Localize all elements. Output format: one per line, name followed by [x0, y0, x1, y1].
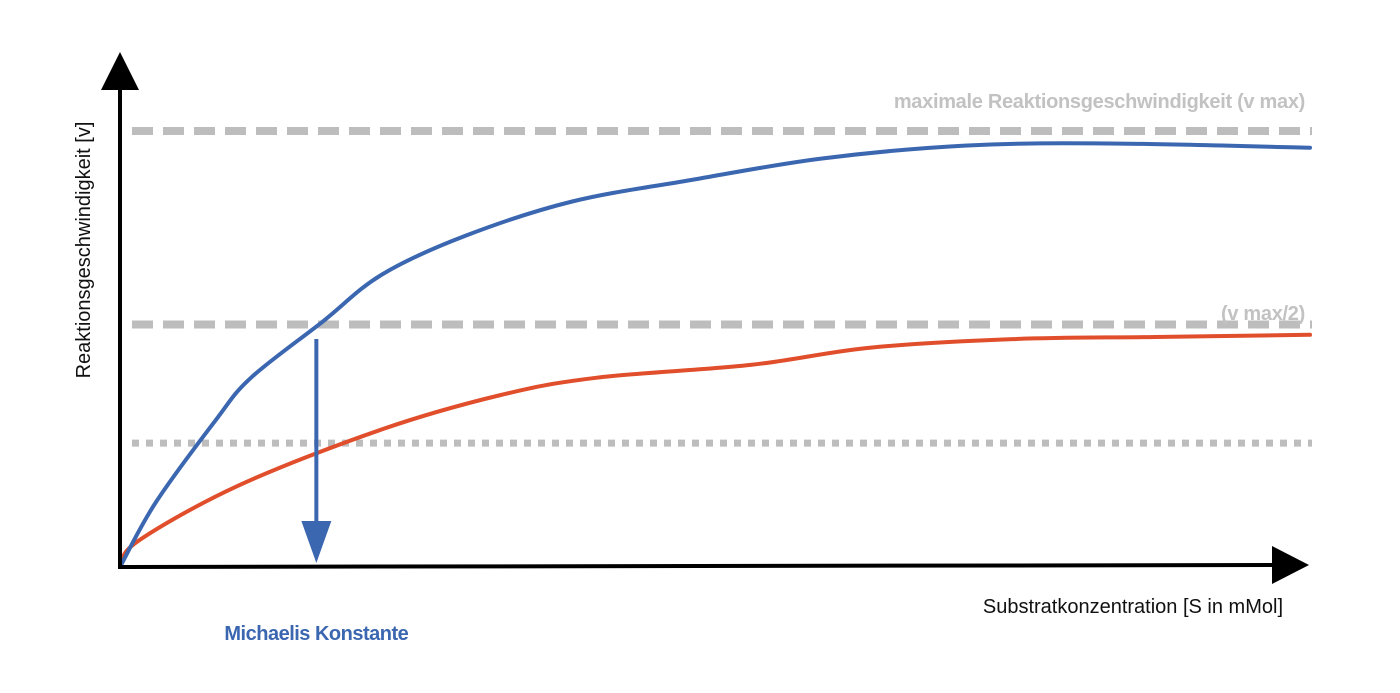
y-axis-arrowhead: [101, 52, 139, 90]
blue-curve: [118, 141, 1312, 569]
x-axis-label: Substratkonzentration [S in mMol]: [983, 596, 1283, 618]
michaelis-konstante-label: Michaelis Konstante: [224, 623, 408, 645]
reference-labels: maximale Reaktionsgeschwindigkeit (v max…: [894, 91, 1305, 325]
axes: [101, 52, 1309, 584]
y-axis-label: Reaktionsgeschwindigkeit [v]: [73, 122, 95, 379]
series-lines: [118, 141, 1312, 569]
vmax-label: maximale Reaktionsgeschwindigkeit (v max…: [894, 91, 1305, 113]
red-curve: [118, 332, 1312, 569]
x-axis-arrowhead: [1272, 546, 1309, 584]
vmax-half-label: (v max/2): [1221, 303, 1305, 325]
reference-lines: [132, 127, 1312, 447]
x-axis-line: [119, 563, 1291, 569]
km-annotation: [301, 339, 332, 563]
km-arrowhead: [301, 521, 332, 563]
